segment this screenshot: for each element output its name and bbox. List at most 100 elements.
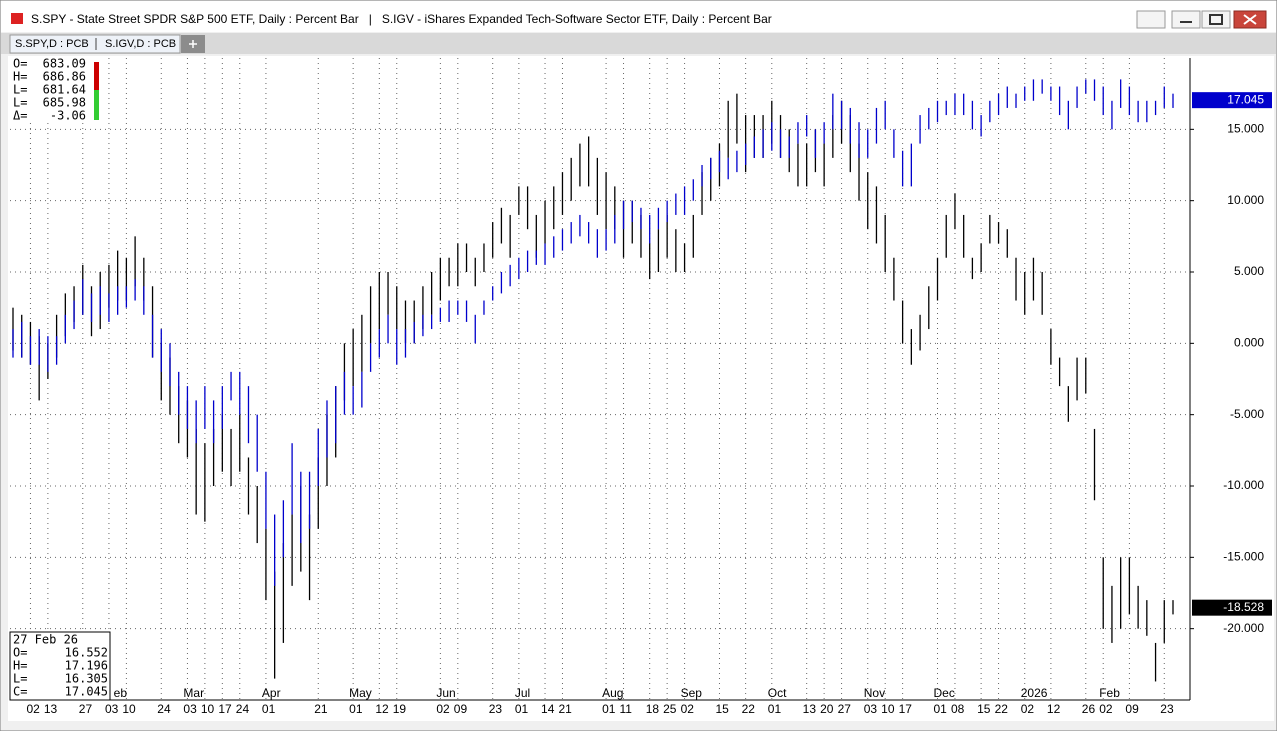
x-tick-label: 14 [541,702,555,716]
x-tick-label: 01 [262,702,276,716]
y-tick-label: -15.000 [1223,550,1264,564]
x-tick-label: 02 [1021,702,1035,716]
x-tick-label: 01 [768,702,782,716]
status-label: C= [13,685,27,699]
x-tick-label: 18 [646,702,660,716]
info-value: 685.98 [43,96,86,110]
link-button[interactable] [1136,10,1166,29]
x-tick-label: 03 [183,702,197,716]
x-month-label: Mar [183,686,204,700]
x-tick-label: 21 [314,702,328,716]
axes: 15.000 10.000 5.000 0.000 -5.000 -10.000 -15.0… [26,92,1272,716]
status-value: 16.305 [65,672,108,686]
info-label: H= [13,70,27,84]
info-panel: O= 683.09 H= 686.86 L= 681.64 L= 685.98 Δ= -3.06 [10,57,102,123]
y-tick-label: 0.000 [1234,336,1264,350]
info-indicator [94,62,99,90]
x-month-label: Dec [934,686,955,700]
last-value-label: 17.045 [1227,92,1264,106]
x-month-label: eb [114,686,128,700]
x-month-label: Oct [768,686,787,700]
x-tick-label: 10 [881,702,895,716]
x-month-label: May [349,686,372,700]
last-value-label: -18.528 [1223,600,1264,614]
chart-area [8,56,1274,721]
y-tick-label: -10.000 [1223,478,1264,492]
y-tick-label: -20.000 [1223,621,1264,635]
info-indicator [94,90,99,120]
x-tick-label: 24 [236,702,250,716]
x-tick-label: 12 [375,702,389,716]
status-box [9,631,111,701]
minimize-button[interactable] [1171,10,1201,29]
info-label: L= [13,83,27,97]
x-month-label: Sep [681,686,703,700]
last-value-box [1192,92,1272,109]
tab-bar [1,33,1276,54]
x-tick-label: 27 [79,702,93,716]
x-month-label: Nov [864,686,885,700]
y-tick-label: 15.000 [1227,122,1264,136]
status-date: 27 Feb 26 [13,633,78,647]
close-glyph [1243,14,1257,25]
add-tab-glyph [189,40,197,48]
x-tick-label: 01 [934,702,948,716]
x-tick-label: 17 [899,702,913,716]
x-tick-label: 03 [105,702,119,716]
info-value: 686.86 [43,70,86,84]
info-value: -3.06 [50,109,86,123]
x-tick-label: 20 [820,702,834,716]
x-month-label: Feb [1099,686,1120,700]
x-month-label: Apr [262,686,281,700]
x-tick-label: 03 [864,702,878,716]
x-tick-label: 01 [349,702,363,716]
status-label: H= [13,659,27,673]
x-tick-label: 21 [558,702,572,716]
x-tick-label: 22 [742,702,756,716]
x-tick-label: 23 [1160,702,1174,716]
x-tick-label: 27 [838,702,852,716]
bars [12,79,1174,682]
maximize-button[interactable] [1201,10,1231,29]
x-tick-label: 12 [1047,702,1061,716]
app-icon [11,13,23,24]
maximize-glyph [1209,14,1223,25]
x-month-label: Jun [436,686,455,700]
tab-series-name: S.SPY,D : PCB [15,38,89,50]
info-background [10,58,102,122]
x-tick-label: 10 [201,702,215,716]
x-tick-label: 15 [977,702,991,716]
x-tick-label: 22 [995,702,1009,716]
x-tick-label: 25 [663,702,677,716]
x-tick-label: 02 [26,702,40,716]
x-tick-label: 19 [393,702,407,716]
chart-tab[interactable] [9,34,181,54]
status-value: 17.045 [65,685,108,699]
info-value: 683.09 [43,57,86,71]
x-tick-label: 13 [44,702,58,716]
x-tick-label: 09 [454,702,468,716]
tab-series-name: S.IGV,D : PCB [105,38,176,50]
y-tick-label: 10.000 [1227,193,1264,207]
grid [10,58,1190,700]
status-label: L= [13,672,27,686]
x-tick-label: 01 [515,702,529,716]
last-value-box [1192,599,1272,616]
x-tick-label: 11 [620,702,633,716]
status-panel: 27 Feb 26 O= 16.552 H= 17.196 L= 16.305 C= 17.0… [9,631,111,701]
window-buttons[interactable] [1136,10,1267,29]
x-tick-label: 13 [803,702,817,716]
status-label: O= [13,646,27,660]
x-tick-label: 01 [602,702,616,716]
y-tick-label: 5.000 [1234,264,1264,278]
x-month-label: 2026 [1021,686,1048,700]
x-tick-label: 17 [218,702,232,716]
x-tick-label: 26 [1082,702,1096,716]
info-value: 681.64 [43,83,86,97]
status-value: 17.196 [65,659,108,673]
x-tick-label: 09 [1125,702,1139,716]
x-tick-label: 02 [436,702,450,716]
x-month-label: Aug [602,686,623,700]
x-tick-label: 15 [715,702,729,716]
